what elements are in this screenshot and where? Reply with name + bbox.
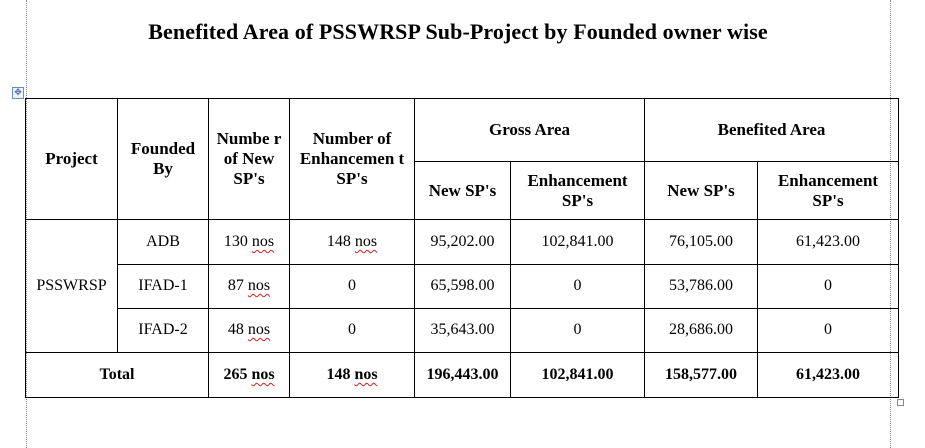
cell-ben-enh[interactable]: 61,423.00	[757, 219, 900, 265]
cell-num-enh[interactable]: 0	[289, 307, 415, 353]
document-title: Benefited Area of PSSWRSP Sub-Project by…	[148, 19, 768, 44]
cell-ben-enh[interactable]: 0	[757, 263, 900, 309]
header-benefited-area[interactable]: Benefited Area	[644, 97, 900, 163]
cell-gross-new[interactable]: 65,598.00	[414, 263, 511, 309]
table-row: PSSWRSP ADB 130 nos 148 nos 95,202.00 10…	[25, 219, 900, 353]
header-benefited-new[interactable]: New SP's	[644, 161, 759, 221]
header-gross-area[interactable]: Gross Area	[413, 97, 646, 163]
total-label[interactable]: Total	[25, 351, 209, 399]
cell-gross-new[interactable]: 95,202.00	[414, 219, 511, 265]
header-benefited-enhancement[interactable]: Enhancement SP's	[757, 161, 900, 221]
total-gross-new[interactable]: 196,443.00	[414, 351, 511, 399]
header-number-new[interactable]: Numbe r of New SP's	[208, 97, 290, 221]
total-row: Total 265 nos 148 nos 196,443.00 102,841…	[25, 351, 900, 399]
total-num-enh[interactable]: 148 nos	[289, 351, 415, 399]
header-gross-new[interactable]: New SP's	[414, 161, 511, 221]
cell-founded-by[interactable]: IFAD-1	[117, 263, 209, 309]
cell-num-new[interactable]: 48 nos	[208, 307, 290, 353]
cell-gross-enh[interactable]: 0	[509, 307, 646, 353]
table-resize-handle[interactable]	[897, 399, 904, 406]
cell-num-enh[interactable]: 0	[289, 263, 415, 309]
cell-gross-new[interactable]: 35,643.00	[414, 307, 511, 353]
benefited-area-table: Project Founded By Numbe r of New SP's N…	[25, 97, 900, 399]
table-row: IFAD-2 48 nos 0 35,643.00 0 28,686.00 0	[26, 307, 900, 353]
header-row-1: Project Founded By Numbe r of New SP's N…	[25, 97, 900, 221]
cell-ben-new[interactable]: 76,105.00	[644, 219, 759, 265]
header-project[interactable]: Project	[25, 97, 118, 221]
cell-gross-enh[interactable]: 102,841.00	[509, 219, 646, 265]
cell-founded-by[interactable]: IFAD-2	[117, 307, 209, 353]
header-founded-by[interactable]: Founded By	[117, 97, 209, 221]
cell-founded-by[interactable]: ADB	[117, 219, 209, 265]
cell-ben-new[interactable]: 28,686.00	[644, 307, 759, 353]
header-row-2: New SP's Enhancement SP's New SP's Enhan…	[26, 161, 900, 221]
total-ben-new[interactable]: 158,577.00	[644, 351, 759, 399]
total-num-new[interactable]: 265 nos	[208, 351, 290, 399]
cell-num-new[interactable]: 87 nos	[208, 263, 290, 309]
cell-ben-new[interactable]: 53,786.00	[644, 263, 759, 309]
table-row: IFAD-1 87 nos 0 65,598.00 0 53,786.00 0	[26, 263, 900, 309]
cell-num-new[interactable]: 130 nos	[208, 219, 290, 265]
cell-project-name[interactable]: PSSWRSP	[25, 219, 118, 353]
header-number-enhancement[interactable]: Number of Enhancemen t SP's	[289, 97, 415, 221]
cell-gross-enh[interactable]: 0	[509, 263, 646, 309]
total-gross-enh[interactable]: 102,841.00	[509, 351, 646, 399]
cell-ben-enh[interactable]: 0	[757, 307, 900, 353]
header-gross-enhancement[interactable]: Enhancement SP's	[509, 161, 646, 221]
total-ben-enh[interactable]: 61,423.00	[757, 351, 900, 399]
table-move-handle-icon[interactable]: ✥	[12, 87, 24, 99]
cell-num-enh[interactable]: 148 nos	[289, 219, 415, 265]
